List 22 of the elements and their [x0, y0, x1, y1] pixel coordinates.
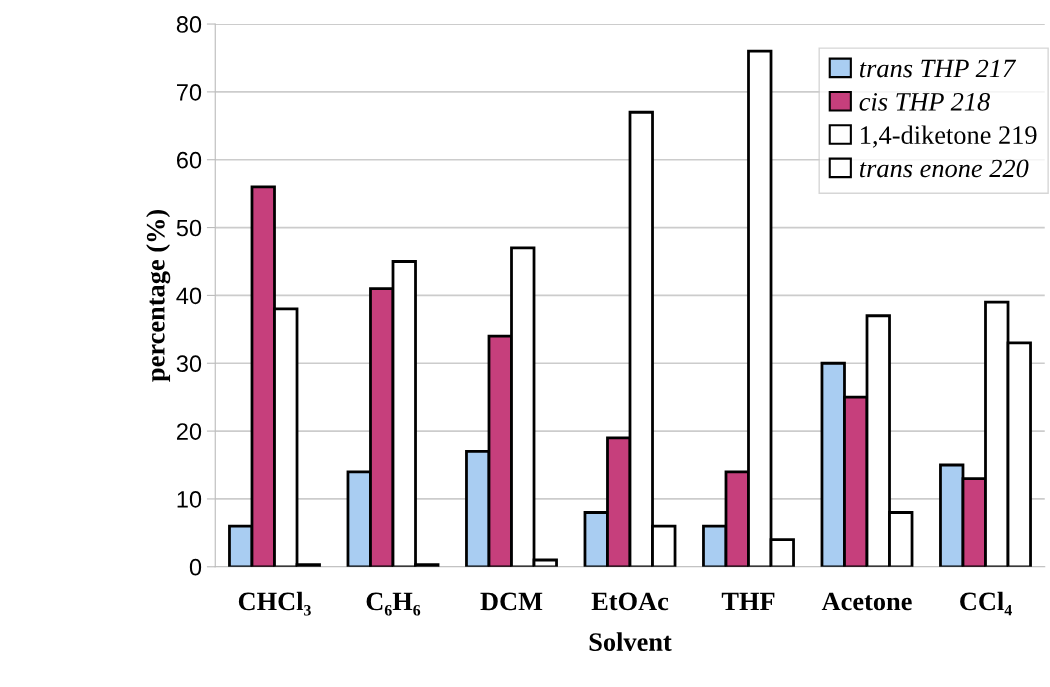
x-tick-label: CCl₄ — [960, 591, 1012, 616]
legend-label: 1,4-diketone 219 — [861, 125, 1037, 148]
legend-label: trans enone 220 — [859, 159, 1029, 178]
x-tick-label: EtOAc — [591, 592, 669, 611]
x-tick-label: C₆H₆ — [366, 592, 421, 616]
legend-label: cis THP 218 — [859, 92, 990, 111]
y-tick-label: 40 — [176, 287, 202, 305]
y-tick-label: 10 — [177, 491, 202, 508]
y-tick-label: 0 — [189, 558, 202, 576]
y-axis-title: percentage (%) — [146, 209, 171, 382]
legend-label: trans THP 217 — [859, 59, 1017, 78]
x-axis-title: Solvent — [589, 632, 672, 651]
y-tick-label: 50 — [176, 219, 202, 237]
y-tick-label: 70 — [177, 83, 202, 101]
x-tick-label: Acetone — [821, 592, 912, 611]
y-tick-label: 20 — [176, 423, 202, 440]
x-tick-label: THF — [721, 592, 775, 611]
x-tick-label: DCM — [480, 592, 543, 611]
y-tick-label: 80 — [176, 16, 202, 33]
y-tick-label: 60 — [176, 151, 202, 169]
y-tick-label: 30 — [176, 355, 202, 373]
x-tick-label: CHCl₃ — [238, 591, 311, 616]
